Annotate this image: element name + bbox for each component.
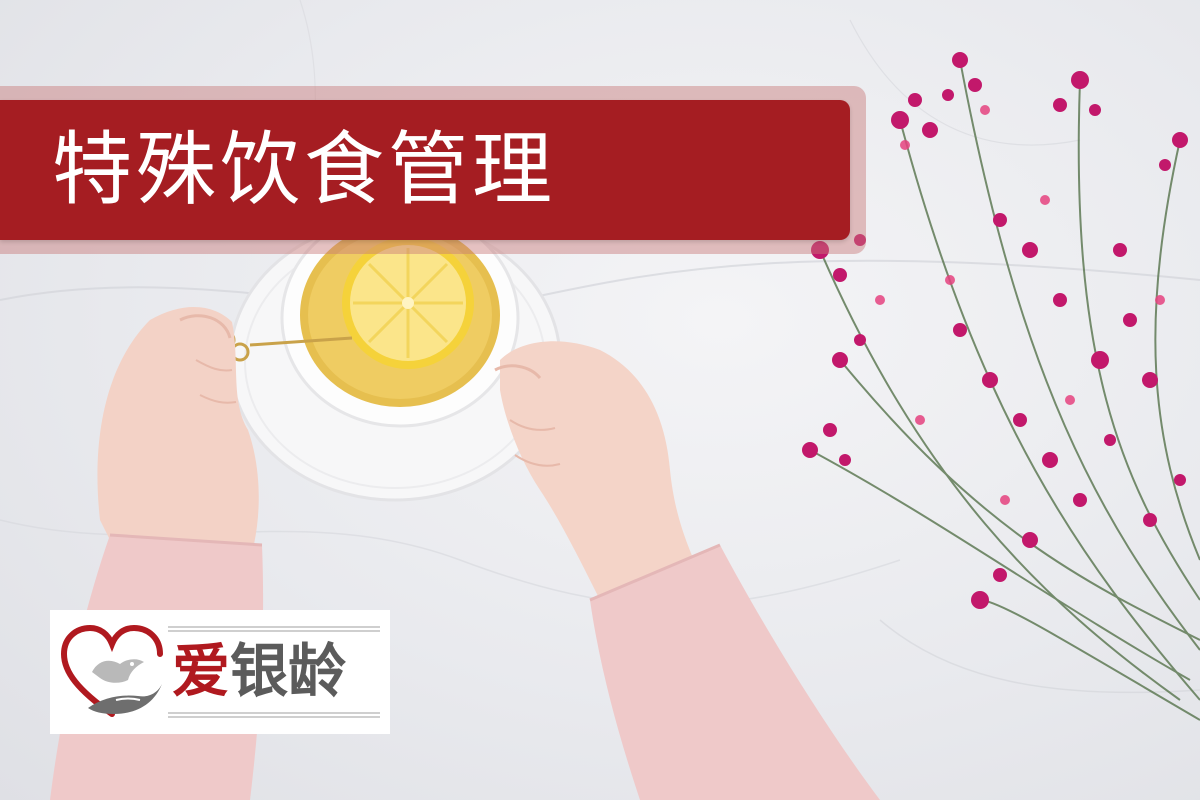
flower-bouquet (802, 52, 1200, 721)
brand-name: 爱银龄 (172, 636, 346, 706)
lemon-slice (342, 237, 474, 369)
page-title: 特殊饮食管理 (52, 123, 556, 216)
title-banner: 特殊饮食管理 (0, 86, 866, 254)
brand-name-rest: 银龄 (230, 637, 347, 705)
logo-divider-bottom (168, 712, 380, 718)
title-banner-inner: 特殊饮食管理 (0, 100, 850, 240)
brand-logo: 爱银龄 (50, 610, 390, 734)
logo-divider-top (168, 626, 380, 632)
heart-dove-hand-icon (60, 624, 163, 717)
left-hand (97, 307, 259, 560)
right-hand (494, 341, 700, 600)
brand-name-first: 爱 (172, 637, 231, 705)
